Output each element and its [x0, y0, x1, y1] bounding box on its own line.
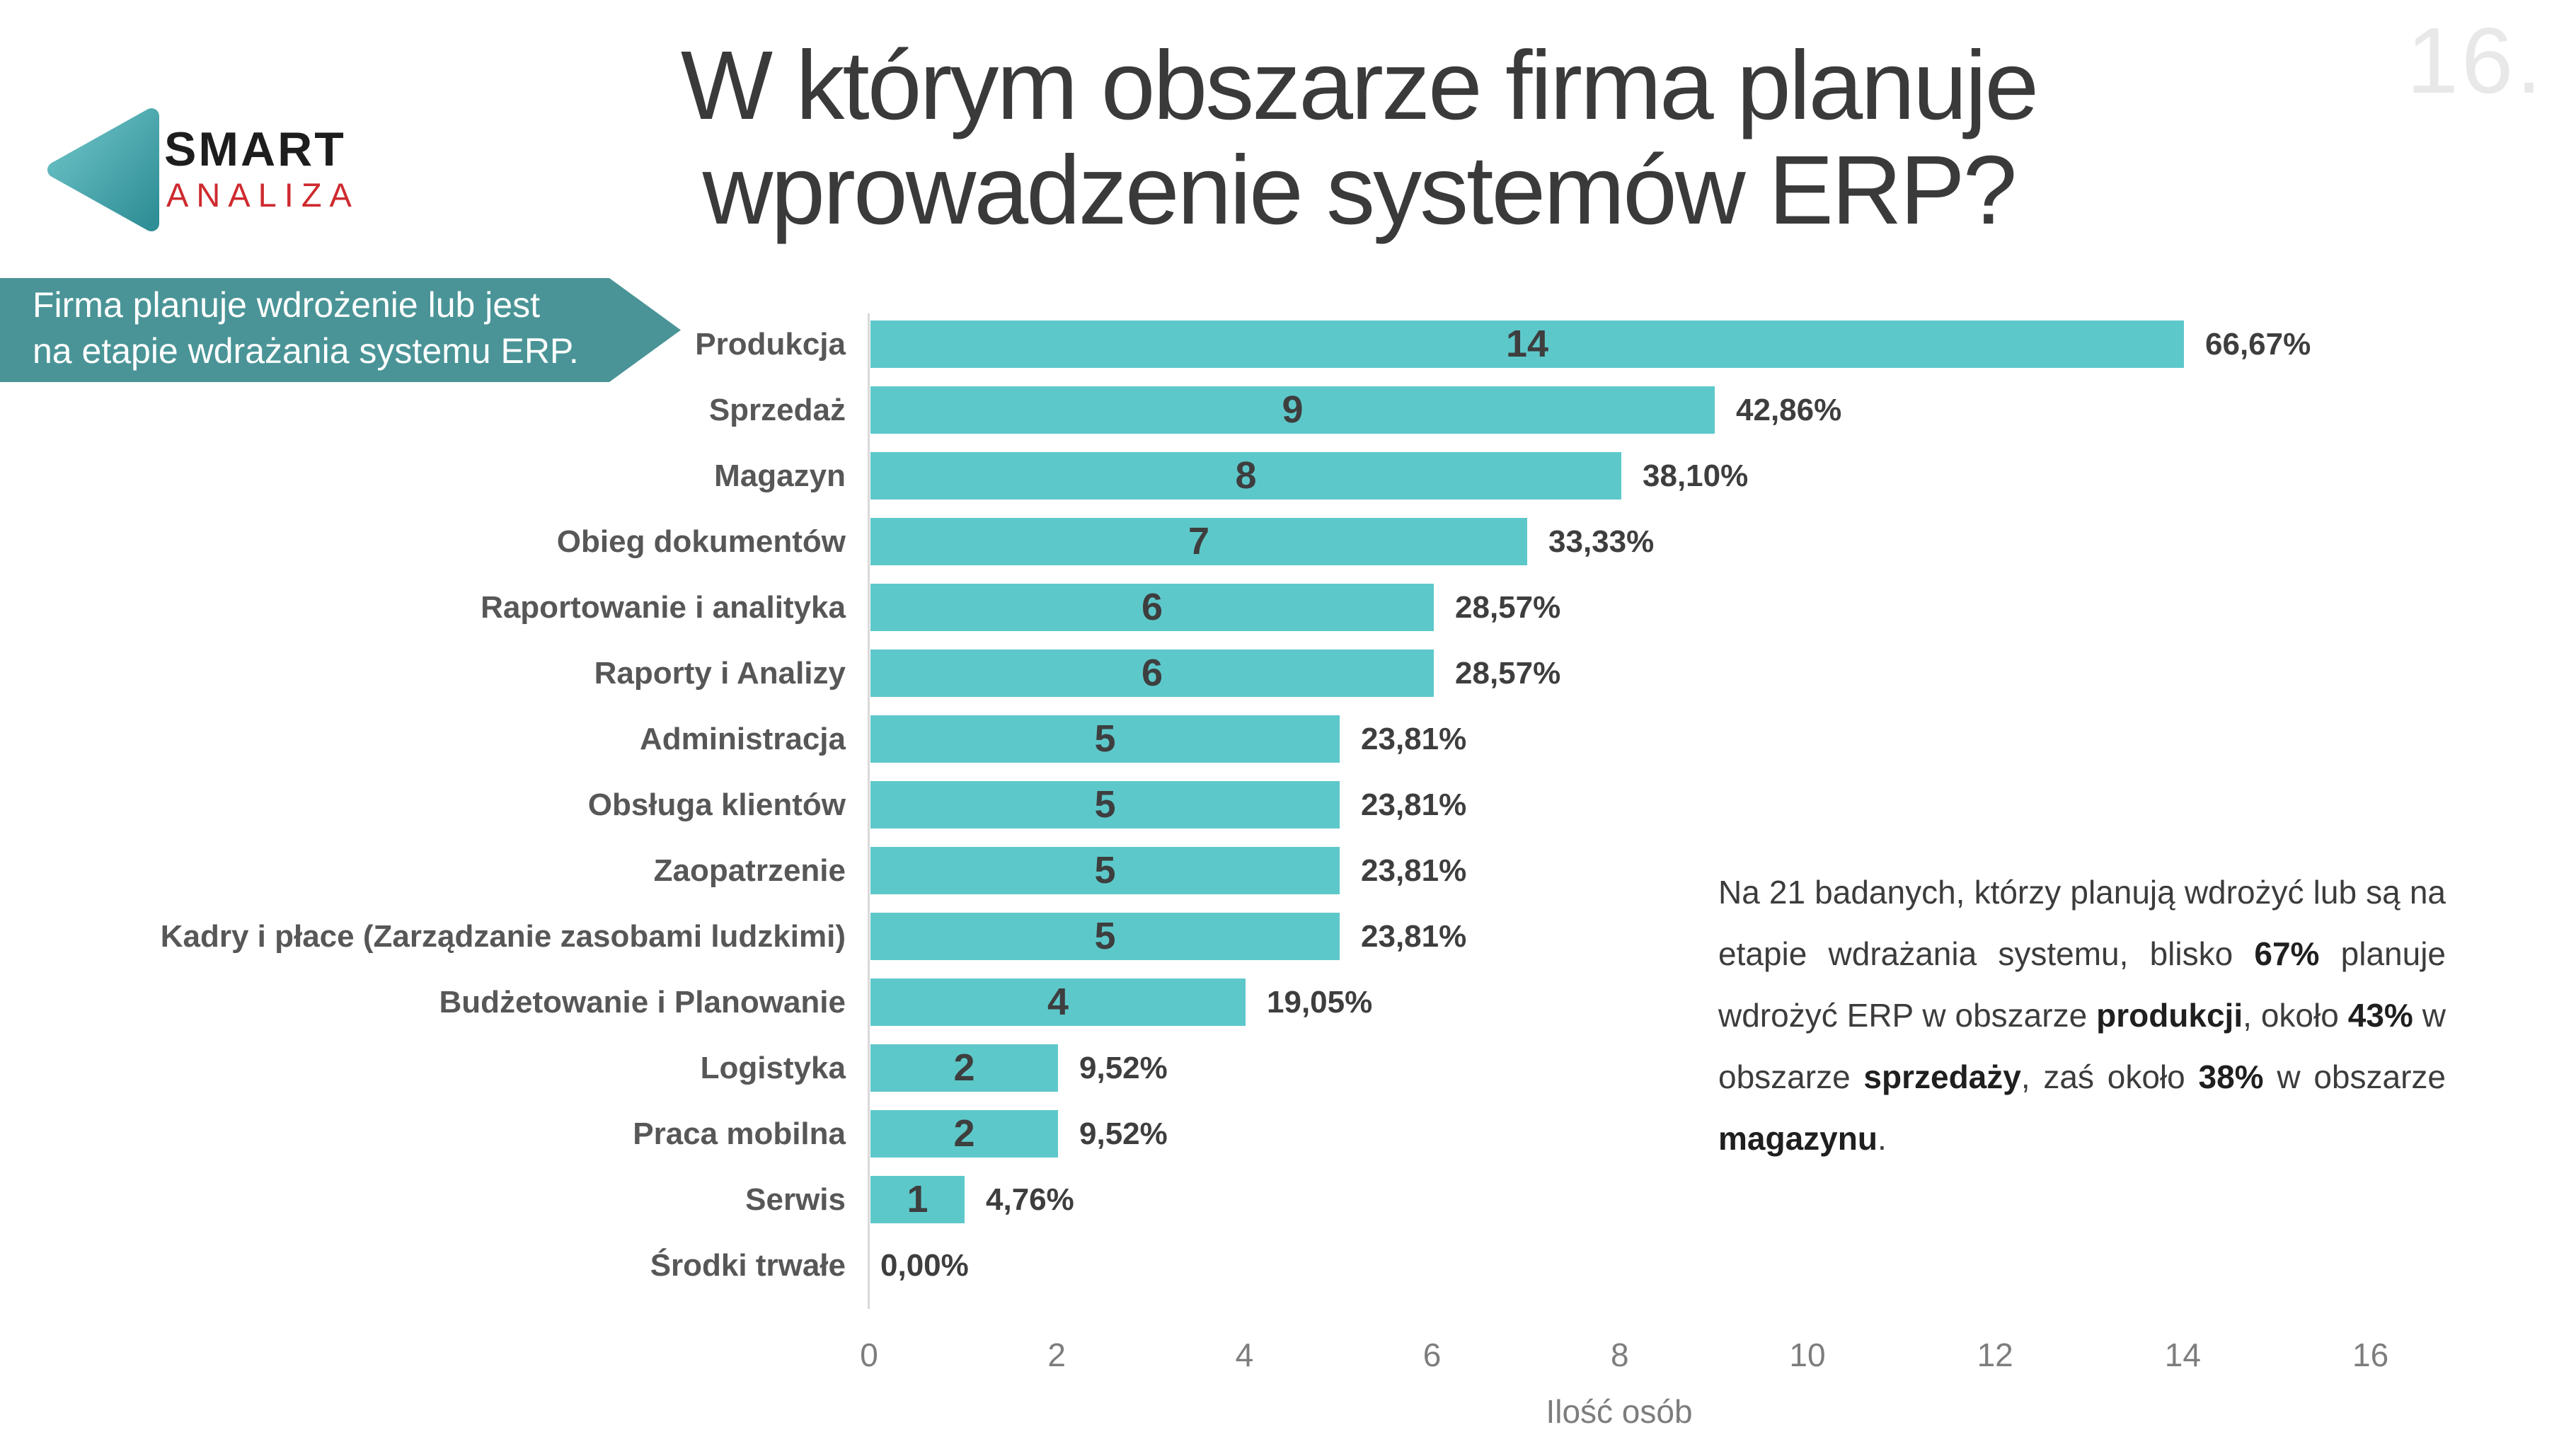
- annotation-segment: planuje wdrożyć ERP w obszarze: [1718, 935, 2446, 1034]
- x-tick-label: 4: [1235, 1337, 1254, 1373]
- annotation-segment: .: [1877, 1120, 1887, 1157]
- bar: 4: [870, 978, 1246, 1026]
- bar-value-label: 6: [1141, 586, 1163, 628]
- x-tick-label: 10: [1789, 1337, 1826, 1373]
- category-label: Serwis: [745, 1182, 846, 1217]
- bar: 5: [870, 715, 1340, 763]
- category-label: Obsługa klientów: [587, 787, 846, 822]
- bar-value-label: 2: [953, 1112, 975, 1155]
- x-axis-title: Ilość osób: [1546, 1393, 1693, 1430]
- annotation-segment: w obszarze: [2263, 1058, 2446, 1095]
- bar: 7: [870, 518, 1527, 565]
- bar-value-label: 9: [1282, 388, 1304, 431]
- bar: 5: [870, 913, 1340, 960]
- bar: 1: [870, 1176, 965, 1223]
- x-tick-label: 14: [2164, 1337, 2201, 1373]
- bar-percent-label: 23,81%: [1361, 919, 1467, 954]
- bar-value-label: 5: [1094, 783, 1116, 826]
- x-tick-label: 2: [1047, 1337, 1066, 1373]
- category-label: Praca mobilna: [633, 1116, 846, 1151]
- category-label: Obieg dokumentów: [556, 524, 846, 559]
- bar-percent-label: 19,05%: [1267, 985, 1373, 1020]
- annotation-segment: w obszarze: [1718, 997, 2446, 1095]
- annotation-segment: 38%: [2198, 1058, 2264, 1095]
- bar-percent-label: 38,10%: [1643, 458, 1749, 493]
- annotation-segment: , zaś około: [2020, 1058, 2199, 1095]
- y-axis-line: [868, 313, 870, 1309]
- x-tick-label: 0: [860, 1337, 878, 1373]
- bar: 5: [870, 847, 1340, 894]
- category-label: Administracja: [640, 722, 846, 756]
- bar-value-label: 5: [1094, 717, 1116, 760]
- bar-value-label: 14: [1505, 323, 1549, 365]
- callout-banner: Firma planuje wdrożenie lub jest na etap…: [0, 278, 681, 382]
- page-number: 16.: [2406, 8, 2545, 112]
- category-label: Sprzedaż: [708, 393, 846, 427]
- bar: 2: [870, 1110, 1058, 1158]
- logo: SMART ANALIZA: [42, 99, 410, 255]
- category-label: Budżetowanie i Planowanie: [439, 985, 846, 1020]
- bar-value-label: 6: [1141, 652, 1163, 694]
- category-label: Zaopatrzenie: [653, 853, 846, 888]
- bar-value-label: 5: [1094, 915, 1116, 957]
- x-tick-label: 8: [1611, 1337, 1629, 1373]
- category-label: Środki trwałe: [650, 1248, 846, 1283]
- bar-percent-label: 0,00%: [880, 1248, 969, 1283]
- bar-percent-label: 9,52%: [1079, 1051, 1168, 1085]
- bar: 8: [870, 452, 1621, 500]
- category-label: Produkcja: [695, 327, 846, 362]
- bar-percent-label: 9,52%: [1079, 1116, 1168, 1151]
- annotation-segment: 67%: [2254, 935, 2320, 972]
- annotation-segment: produkcji: [2096, 997, 2243, 1034]
- bar: 6: [870, 584, 1434, 631]
- bar-value-label: 5: [1094, 849, 1116, 891]
- annotation-paragraph: Na 21 badanych, którzy planują wdrożyć l…: [1718, 862, 2446, 1170]
- callout-line1: Firma planuje wdrożenie lub jest: [33, 285, 541, 325]
- category-label: Kadry i płace (Zarządzanie zasobami ludz…: [160, 919, 846, 954]
- bar-value-label: 1: [907, 1178, 928, 1220]
- bar-percent-label: 23,81%: [1361, 853, 1467, 888]
- bar-percent-label: 42,86%: [1736, 393, 1842, 427]
- logo-brand-name: SMART: [164, 122, 346, 176]
- bar: 9: [870, 386, 1715, 434]
- slide-title-line1: W którym obszarze firma planuje: [680, 31, 2039, 140]
- category-label: Raportowanie i analityka: [481, 590, 846, 625]
- slide-title-line2: wprowadzenie systemów ERP?: [702, 135, 2018, 245]
- slide-title: W którym obszarze firma planuje wprowadz…: [488, 31, 2229, 245]
- x-tick-label: 6: [1422, 1337, 1442, 1373]
- bar-percent-label: 23,81%: [1361, 722, 1467, 756]
- x-tick-label: 16: [2352, 1337, 2389, 1373]
- bar-value-label: 8: [1235, 454, 1257, 497]
- bar: 2: [870, 1044, 1058, 1092]
- bar-percent-label: 28,57%: [1455, 590, 1561, 625]
- bar-value-label: 2: [953, 1046, 975, 1089]
- category-label: Logistyka: [700, 1051, 846, 1085]
- bar-value-label: 4: [1047, 981, 1069, 1023]
- x-tick-label: 12: [1977, 1337, 2013, 1373]
- category-label: Raporty i Analizy: [594, 656, 846, 691]
- bar-percent-label: 23,81%: [1361, 787, 1467, 822]
- callout-line2: na etapie wdrażania systemu ERP.: [33, 331, 579, 371]
- annotation-segment: 43%: [2347, 997, 2413, 1034]
- bar-percent-label: 28,57%: [1455, 656, 1561, 691]
- bar: 14: [870, 321, 2184, 368]
- logo-brand-subname: ANALIZA: [166, 176, 360, 214]
- annotation-segment: sprzedaży: [1863, 1058, 2021, 1095]
- bar: 5: [870, 781, 1340, 829]
- logo-triangle-icon: [47, 108, 159, 231]
- bar-value-label: 7: [1188, 520, 1210, 562]
- annotation-segment: , około: [2243, 997, 2348, 1034]
- bar-percent-label: 4,76%: [986, 1182, 1074, 1217]
- category-label: Magazyn: [714, 458, 846, 493]
- annotation-segment: magazynu: [1718, 1120, 1878, 1157]
- annotation-segment: Na 21 badanych, którzy planują wdrożyć l…: [1718, 874, 2446, 972]
- bar-percent-label: 33,33%: [1548, 524, 1655, 559]
- bar-percent-label: 66,67%: [2205, 327, 2311, 362]
- bar: 6: [870, 650, 1434, 697]
